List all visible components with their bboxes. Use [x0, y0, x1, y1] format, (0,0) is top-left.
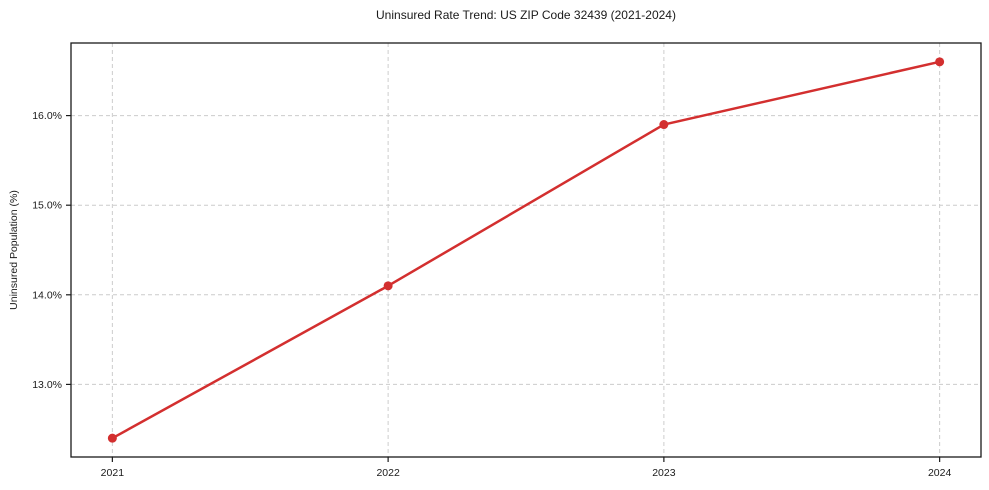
- plot-border: [70, 42, 982, 458]
- data-point-2021: [107, 433, 117, 443]
- data-point-2022: [383, 281, 393, 291]
- y-tick-label: 14.0%: [32, 289, 62, 301]
- x-tick-label: 2023: [652, 467, 676, 479]
- x-tick-label: 2024: [928, 467, 952, 479]
- x-tick-label: 2021: [101, 467, 125, 479]
- trend-line: [111, 60, 941, 440]
- chart-title: Uninsured Rate Trend: US ZIP Code 32439 …: [376, 8, 676, 22]
- data-point-2023: [659, 120, 669, 130]
- y-tick-label: 16.0%: [32, 110, 62, 122]
- data-point-2024: [935, 57, 945, 67]
- x-tick-label: 2022: [376, 467, 400, 479]
- y-tick-label: 15.0%: [32, 200, 62, 212]
- y-tick-label: 13.0%: [32, 379, 62, 391]
